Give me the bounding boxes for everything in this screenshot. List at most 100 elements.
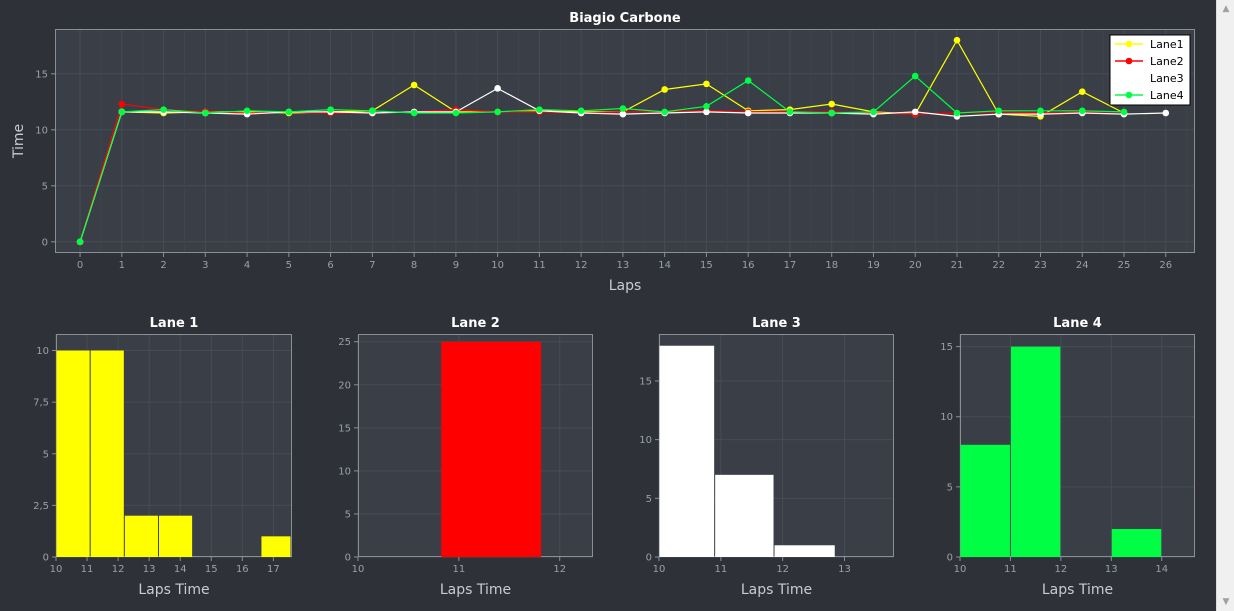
data-point-lane2 <box>118 100 126 108</box>
x-tick-label: 19 <box>867 260 880 271</box>
x-tick-label: 16 <box>236 564 249 575</box>
data-point-lane1 <box>1078 88 1086 96</box>
chart-title: Lane 1 <box>150 316 199 331</box>
x-tick-label: 12 <box>776 564 789 575</box>
data-point-lane3 <box>1162 109 1170 117</box>
data-point-lane3 <box>744 109 752 117</box>
data-point-lane4 <box>870 108 877 116</box>
vertical-scrollbar[interactable]: ▲ ▼ <box>1216 0 1234 611</box>
x-tick-label: 10 <box>50 564 63 575</box>
legend-swatch-marker <box>1125 74 1133 82</box>
y-tick-label: 5 <box>43 449 49 460</box>
legend-label: Lane1 <box>1150 38 1184 51</box>
data-point-lane4 <box>243 107 251 115</box>
y-tick-label: 5 <box>947 482 953 493</box>
x-tick-label: 3 <box>202 260 208 271</box>
y-axis-label: Time <box>11 124 27 159</box>
data-point-lane3 <box>494 85 501 92</box>
x-axis-label: Laps Time <box>138 582 209 598</box>
chart-title: Lane 2 <box>451 316 500 331</box>
histogram-bar <box>90 350 124 557</box>
y-tick-label: 7,5 <box>33 398 49 409</box>
data-point-lane4 <box>619 105 627 112</box>
x-tick-label: 10 <box>491 260 504 271</box>
data-point-lane4 <box>327 106 334 113</box>
x-tick-label: 25 <box>1118 260 1131 271</box>
data-point-lane4 <box>494 108 501 116</box>
chart-lane2: 10 11 12 0 5 10 15 20 25 Lane 2 Laps Time <box>338 316 593 598</box>
x-tick-label: 23 <box>1034 260 1047 271</box>
x-tick-label: 11 <box>452 564 465 575</box>
legend-label: Lane3 <box>1150 72 1184 85</box>
data-point-lane4 <box>1078 107 1086 115</box>
histogram-bar <box>261 536 291 557</box>
x-tick-label: 12 <box>553 564 566 575</box>
histogram-bar <box>774 545 835 557</box>
data-point-lane4 <box>285 108 293 116</box>
x-tick-label: 2 <box>160 260 166 271</box>
y-tick-label: 5 <box>345 509 351 520</box>
x-tick-label: 0 <box>77 260 83 271</box>
x-axis-label: Laps Time <box>1042 582 1113 598</box>
x-tick-label: 12 <box>112 564 125 575</box>
scroll-up-icon[interactable]: ▲ <box>1222 4 1230 14</box>
y-tick-label: 5 <box>42 181 48 192</box>
chart-title: Biagio Carbone <box>569 11 681 26</box>
x-axis-label: Laps Time <box>741 582 812 598</box>
x-tick-label: 26 <box>1159 260 1172 271</box>
x-tick-label: 18 <box>825 260 838 271</box>
data-point-lane4 <box>911 72 919 80</box>
data-point-lane1 <box>953 36 961 44</box>
histogram-bar <box>441 341 542 557</box>
data-point-lane4 <box>953 109 961 117</box>
data-point-lane3 <box>911 108 919 116</box>
data-point-lane4 <box>577 107 585 115</box>
x-tick-label: 13 <box>143 564 156 575</box>
data-point-lane4 <box>369 107 376 115</box>
x-tick-label: 17 <box>784 260 797 271</box>
y-tick-label: 10 <box>940 412 953 423</box>
x-axis-label: Laps Time <box>440 582 511 598</box>
y-tick-label: 15 <box>35 69 48 80</box>
chart-lane1: 10 11 12 13 14 15 16 17 0 2,5 5 7,5 10 Lane 1 Laps Tim… <box>33 316 292 598</box>
x-tick-label: 5 <box>286 260 292 271</box>
y-tick-label: 2,5 <box>33 501 49 512</box>
x-tick-label: 15 <box>700 260 713 271</box>
legend-swatch-marker <box>1125 91 1133 99</box>
y-tick-label: 15 <box>338 423 351 434</box>
chart-title: Lane 3 <box>752 316 801 331</box>
y-tick-label: 0 <box>947 553 953 564</box>
data-point-lane4 <box>410 109 418 117</box>
x-tick-label: 8 <box>411 260 417 271</box>
legend-swatch-marker <box>1125 40 1133 48</box>
x-tick-label: 13 <box>1105 564 1118 575</box>
data-point-lane4 <box>661 108 668 116</box>
data-point-lane4 <box>118 108 126 116</box>
x-tick-label: 11 <box>714 564 727 575</box>
y-tick-label: 15 <box>639 376 652 387</box>
data-point-lane4 <box>76 238 84 246</box>
x-tick-label: 14 <box>1155 564 1168 575</box>
x-tick-label: 12 <box>1054 564 1067 575</box>
legend-box <box>1109 34 1191 106</box>
data-point-lane4 <box>703 102 710 110</box>
y-tick-label: 25 <box>338 337 351 348</box>
series-line-lane2 <box>79 103 1124 242</box>
data-point-lane4 <box>1037 107 1044 115</box>
data-point-lane4 <box>452 109 460 117</box>
x-tick-label: 13 <box>838 564 851 575</box>
histogram-bar <box>715 474 774 557</box>
x-tick-label: 17 <box>267 564 280 575</box>
y-tick-label: 0 <box>345 553 351 564</box>
histogram-bar <box>1010 346 1061 557</box>
plot-area <box>55 29 1195 253</box>
scroll-down-icon[interactable]: ▼ <box>1222 597 1230 607</box>
x-tick-label: 22 <box>992 260 1005 271</box>
y-tick-label: 10 <box>338 466 351 477</box>
x-tick-label: 21 <box>951 260 964 271</box>
data-point-lane4 <box>536 106 543 113</box>
chart-laps: 0 1 2 3 4 5 6 7 8 9 10 11 12 13 14 15 16 17 18 19 20 21 22 23 24… <box>11 11 1195 294</box>
y-tick-label: 0 <box>43 553 49 564</box>
data-point-lane4 <box>744 77 752 84</box>
histogram-bar <box>158 515 193 557</box>
